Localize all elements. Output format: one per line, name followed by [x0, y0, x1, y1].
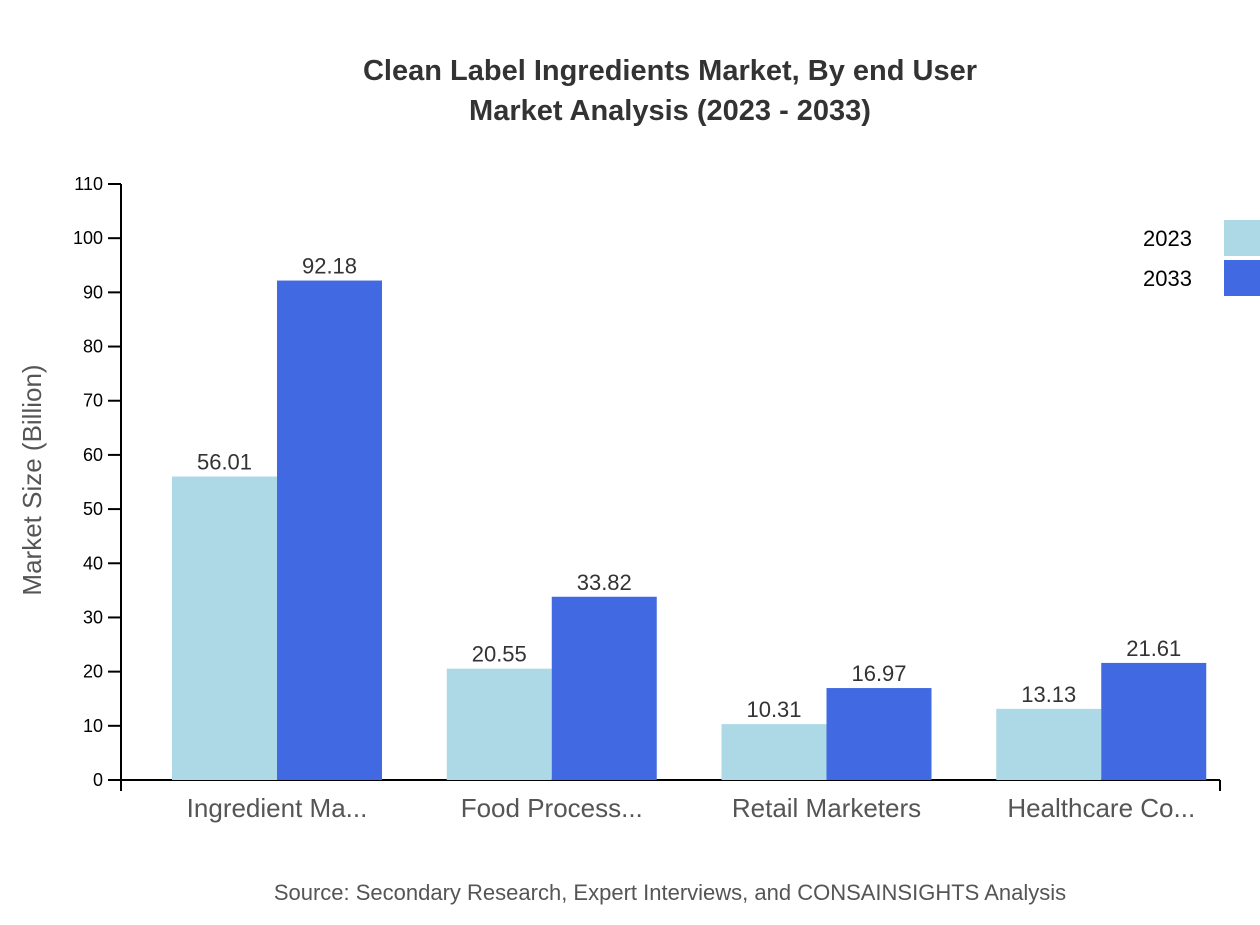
y-tick-label: 100	[73, 228, 103, 248]
y-tick-label: 0	[93, 770, 103, 790]
chart-title-line-2: Market Analysis (2023 - 2033)	[469, 95, 871, 127]
x-tick-label: Retail Marketers	[732, 793, 921, 823]
bar-value-label: 10.31	[746, 697, 801, 722]
bar-2033	[277, 280, 382, 780]
legend-label: 2023	[1143, 226, 1192, 251]
bars: 56.01 92.18 20.55 33.82 10.31 16.97 13.13 21.61	[172, 254, 1207, 780]
y-tick-label: 70	[83, 391, 103, 411]
bar-2023	[996, 708, 1102, 780]
legend-swatch-2033	[1224, 260, 1260, 296]
bar-2033	[551, 596, 657, 780]
bar-value-label: 21.61	[1126, 636, 1181, 661]
y-tick-label: 110	[74, 174, 103, 194]
y-axis: 0 10 20 30 40 50 60 70 80 90 100 110	[73, 174, 122, 790]
chart-title-line-1: Clean Label Ingredients Market, By end U…	[363, 55, 977, 87]
bar-2033	[826, 688, 932, 780]
x-tick-label: Food Process...	[461, 793, 643, 823]
legend-label: 2033	[1143, 266, 1192, 291]
source-note: Source: Secondary Research, Expert Inter…	[274, 880, 1066, 905]
bar-value-label: 92.18	[302, 254, 357, 279]
x-axis: Ingredient Ma... Food Process... Retail Ma…	[120, 779, 1221, 823]
y-tick-label: 40	[83, 553, 103, 573]
bar-value-label: 13.13	[1021, 682, 1076, 707]
y-tick-label: 80	[83, 337, 103, 357]
legend-swatch-2023	[1224, 220, 1260, 256]
y-tick-label: 10	[83, 716, 103, 736]
bar-value-label: 20.55	[472, 642, 527, 667]
y-tick-label: 50	[83, 499, 103, 519]
y-tick-label: 20	[83, 662, 103, 682]
x-tick-label: Healthcare Co...	[1007, 793, 1195, 823]
bar-2023	[721, 724, 827, 780]
y-tick-label: 90	[83, 282, 103, 302]
y-axis-label: Market Size (Billion)	[17, 364, 47, 595]
bar-value-label: 33.82	[577, 570, 632, 595]
x-tick-label: Ingredient Ma...	[187, 793, 368, 823]
bar-2033	[1101, 662, 1207, 780]
bar-value-label: 56.01	[197, 450, 252, 475]
bar-2023	[172, 476, 277, 780]
y-tick-label: 30	[83, 607, 103, 627]
bar-2023	[446, 668, 552, 780]
bar-value-label: 16.97	[851, 661, 906, 686]
y-tick-label: 60	[83, 445, 103, 465]
legend: 2023 2033	[1143, 220, 1260, 296]
